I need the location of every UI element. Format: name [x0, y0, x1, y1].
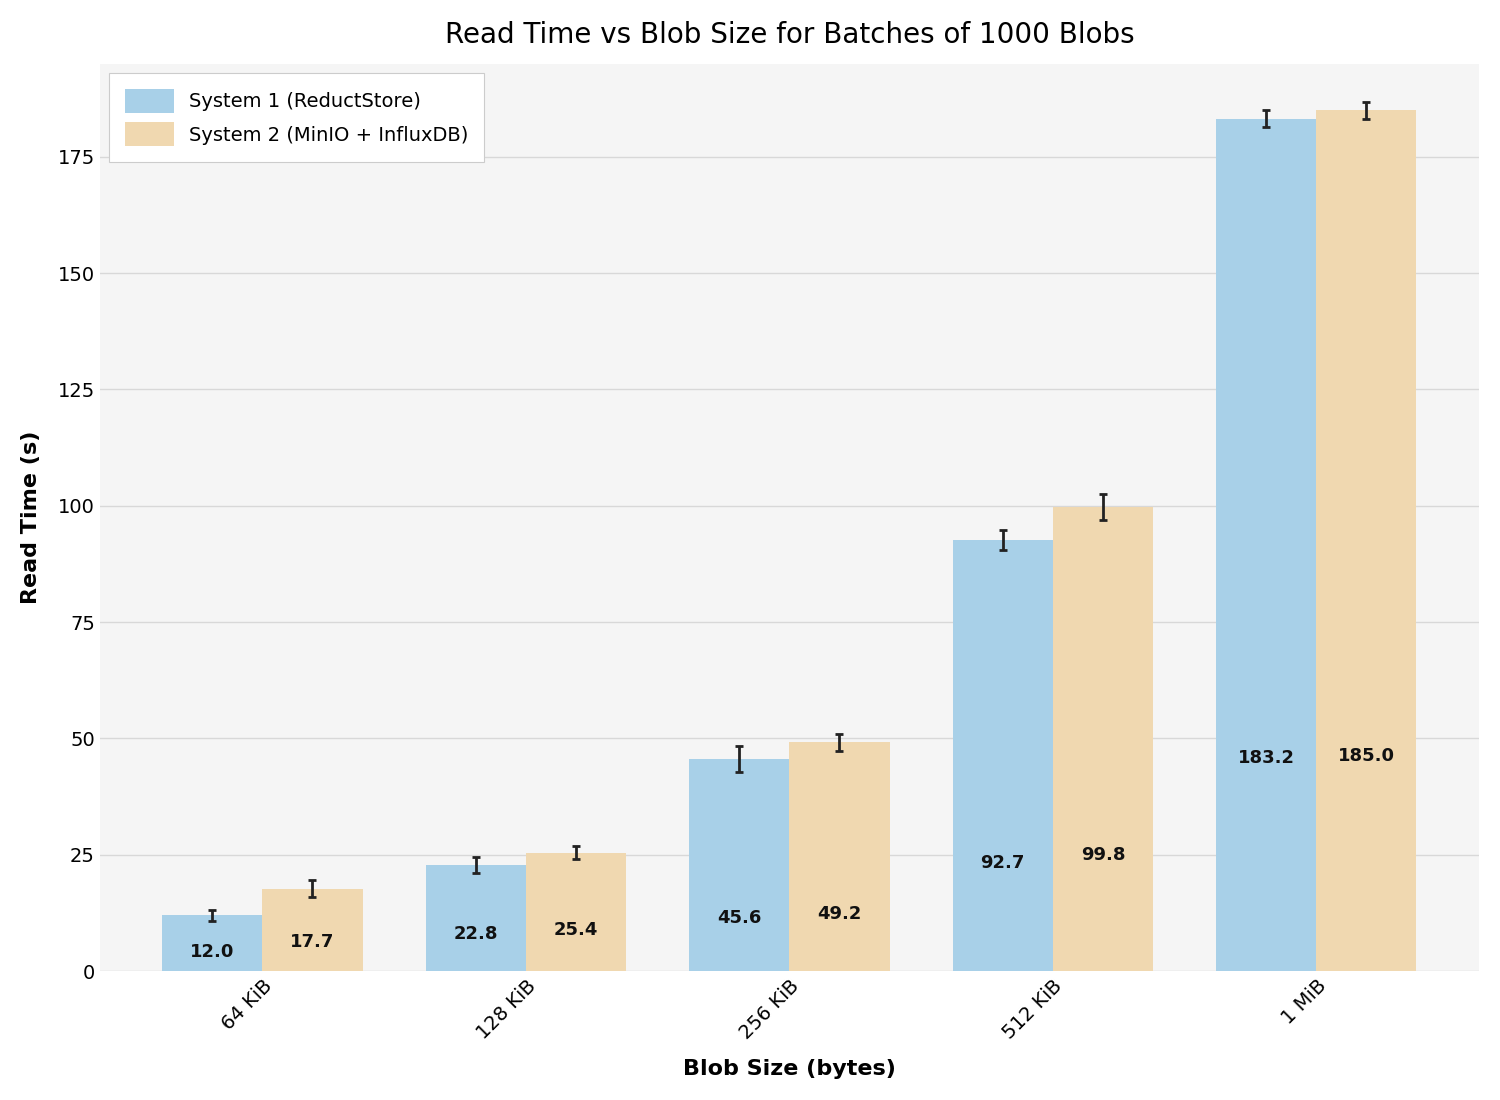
Text: 183.2: 183.2 — [1238, 749, 1294, 767]
Bar — [1216, 119, 1317, 971]
Text: 92.7: 92.7 — [981, 855, 1024, 872]
Bar — [690, 759, 789, 971]
Text: 49.2: 49.2 — [818, 905, 861, 923]
Bar — [1317, 110, 1416, 971]
Text: 22.8: 22.8 — [453, 925, 498, 943]
Title: Read Time vs Blob Size for Batches of 1000 Blobs: Read Time vs Blob Size for Batches of 10… — [444, 21, 1134, 48]
Bar — [952, 540, 1053, 971]
Bar — [789, 742, 889, 971]
Text: 25.4: 25.4 — [554, 921, 598, 938]
Text: 12.0: 12.0 — [190, 943, 234, 960]
Text: 185.0: 185.0 — [1338, 747, 1395, 764]
Text: 99.8: 99.8 — [1080, 846, 1125, 865]
Bar — [162, 915, 262, 971]
X-axis label: Blob Size (bytes): Blob Size (bytes) — [682, 1059, 896, 1079]
Bar — [526, 852, 626, 971]
Legend: System 1 (ReductStore), System 2 (MinIO + InfluxDB): System 1 (ReductStore), System 2 (MinIO … — [110, 74, 484, 162]
Bar — [1053, 507, 1154, 971]
Text: 17.7: 17.7 — [291, 933, 334, 952]
Bar — [426, 865, 526, 971]
Y-axis label: Read Time (s): Read Time (s) — [21, 431, 40, 604]
Text: 45.6: 45.6 — [717, 909, 762, 927]
Bar — [262, 889, 363, 971]
